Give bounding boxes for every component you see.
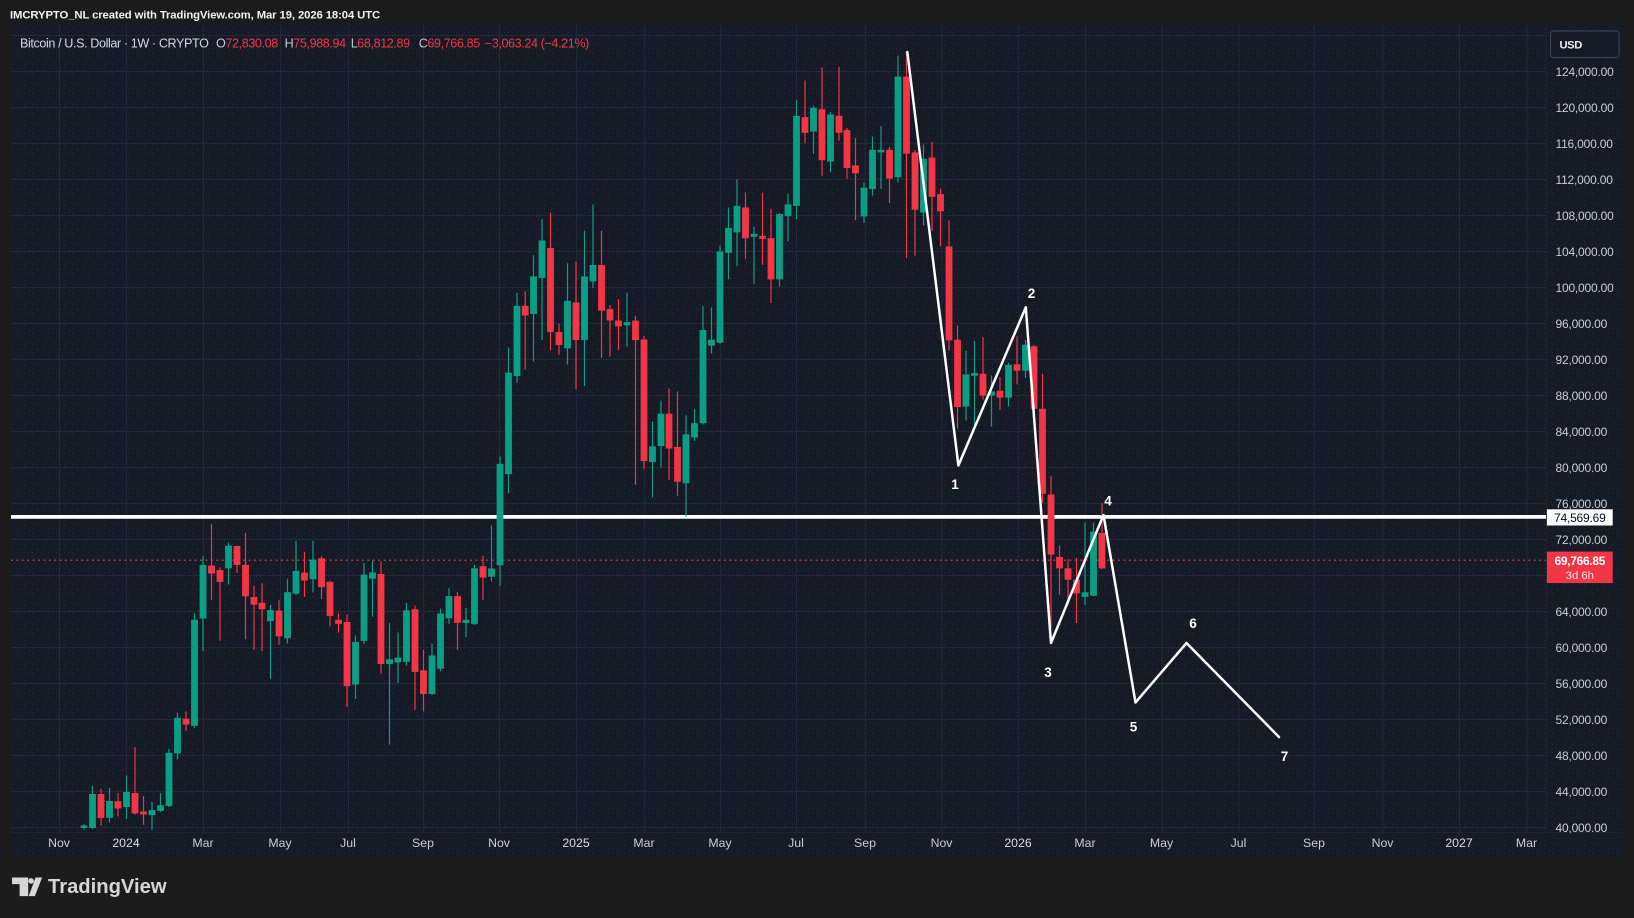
svg-text:2: 2 [1028, 286, 1036, 301]
svg-text:Mar: Mar [1516, 836, 1537, 850]
svg-text:TradingView: TradingView [48, 876, 167, 898]
svg-text:7: 7 [1281, 749, 1289, 764]
svg-text:Nov: Nov [48, 836, 71, 850]
svg-text:5: 5 [1130, 720, 1138, 735]
svg-text:72,000.00: 72,000.00 [1556, 533, 1608, 547]
svg-text:60,000.00: 60,000.00 [1556, 641, 1608, 655]
svg-text:−3,063.24 (−4.21%): −3,063.24 (−4.21%) [485, 36, 589, 50]
svg-text:O72,830.08: O72,830.08 [216, 36, 278, 50]
svg-text:2027: 2027 [1445, 836, 1473, 850]
svg-text:Mar: Mar [633, 836, 654, 850]
svg-text:100,000.00: 100,000.00 [1556, 281, 1615, 295]
svg-text:Jul: Jul [788, 836, 804, 850]
svg-text:40,000.00: 40,000.00 [1556, 821, 1608, 835]
svg-text:64,000.00: 64,000.00 [1556, 605, 1608, 619]
svg-text:1: 1 [951, 477, 959, 492]
svg-text:2024: 2024 [112, 836, 140, 850]
svg-text:44,000.00: 44,000.00 [1556, 785, 1608, 799]
svg-text:Mar: Mar [192, 836, 213, 850]
svg-text:Nov: Nov [1372, 836, 1395, 850]
svg-text:84,000.00: 84,000.00 [1556, 425, 1608, 439]
svg-text:Sep: Sep [412, 836, 434, 850]
svg-text:124,000.00: 124,000.00 [1556, 65, 1615, 79]
svg-text:92,000.00: 92,000.00 [1556, 353, 1608, 367]
svg-text:80,000.00: 80,000.00 [1556, 461, 1608, 475]
svg-text:56,000.00: 56,000.00 [1556, 677, 1608, 691]
svg-text:Mar: Mar [1074, 836, 1095, 850]
svg-text:48,000.00: 48,000.00 [1556, 749, 1608, 763]
svg-text:2026: 2026 [1004, 836, 1032, 850]
svg-text:USD: USD [1560, 40, 1583, 52]
svg-text:88,000.00: 88,000.00 [1556, 389, 1608, 403]
svg-text:3d 6h: 3d 6h [1566, 570, 1594, 582]
svg-text:Nov: Nov [931, 836, 954, 850]
svg-text:May: May [1150, 836, 1174, 850]
svg-text:76,000.00: 76,000.00 [1556, 497, 1608, 511]
svg-text:Sep: Sep [1303, 836, 1325, 850]
svg-text:Bitcoin / U.S. Dollar · 1W · C: Bitcoin / U.S. Dollar · 1W · CRYPTO [20, 36, 209, 50]
svg-text:108,000.00: 108,000.00 [1556, 209, 1615, 223]
svg-text:2025: 2025 [562, 836, 590, 850]
svg-text:116,000.00: 116,000.00 [1556, 137, 1614, 151]
svg-text:Jul: Jul [1231, 836, 1247, 850]
svg-text:Nov: Nov [488, 836, 511, 850]
svg-text:L68,812.89: L68,812.89 [351, 36, 410, 50]
svg-text:112,000.00: 112,000.00 [1556, 173, 1614, 187]
svg-text:C69,766.85: C69,766.85 [419, 36, 481, 50]
svg-text:6: 6 [1189, 616, 1197, 631]
svg-text:May: May [268, 836, 292, 850]
svg-text:74,569.69: 74,569.69 [1554, 511, 1606, 525]
svg-text:IMCRYPTO_NL created with Tradi: IMCRYPTO_NL created with TradingView.com… [10, 10, 380, 22]
svg-text:3: 3 [1044, 665, 1052, 680]
svg-text:120,000.00: 120,000.00 [1556, 101, 1615, 115]
svg-text:52,000.00: 52,000.00 [1556, 713, 1608, 727]
svg-text:4: 4 [1104, 494, 1112, 509]
svg-text:104,000.00: 104,000.00 [1556, 245, 1615, 259]
svg-text:96,000.00: 96,000.00 [1556, 317, 1608, 331]
svg-text:Jul: Jul [340, 836, 356, 850]
svg-text:69,766.85: 69,766.85 [1554, 554, 1605, 568]
svg-text:H75,988.94: H75,988.94 [285, 36, 347, 50]
svg-text:May: May [708, 836, 732, 850]
svg-text:Sep: Sep [854, 836, 876, 850]
